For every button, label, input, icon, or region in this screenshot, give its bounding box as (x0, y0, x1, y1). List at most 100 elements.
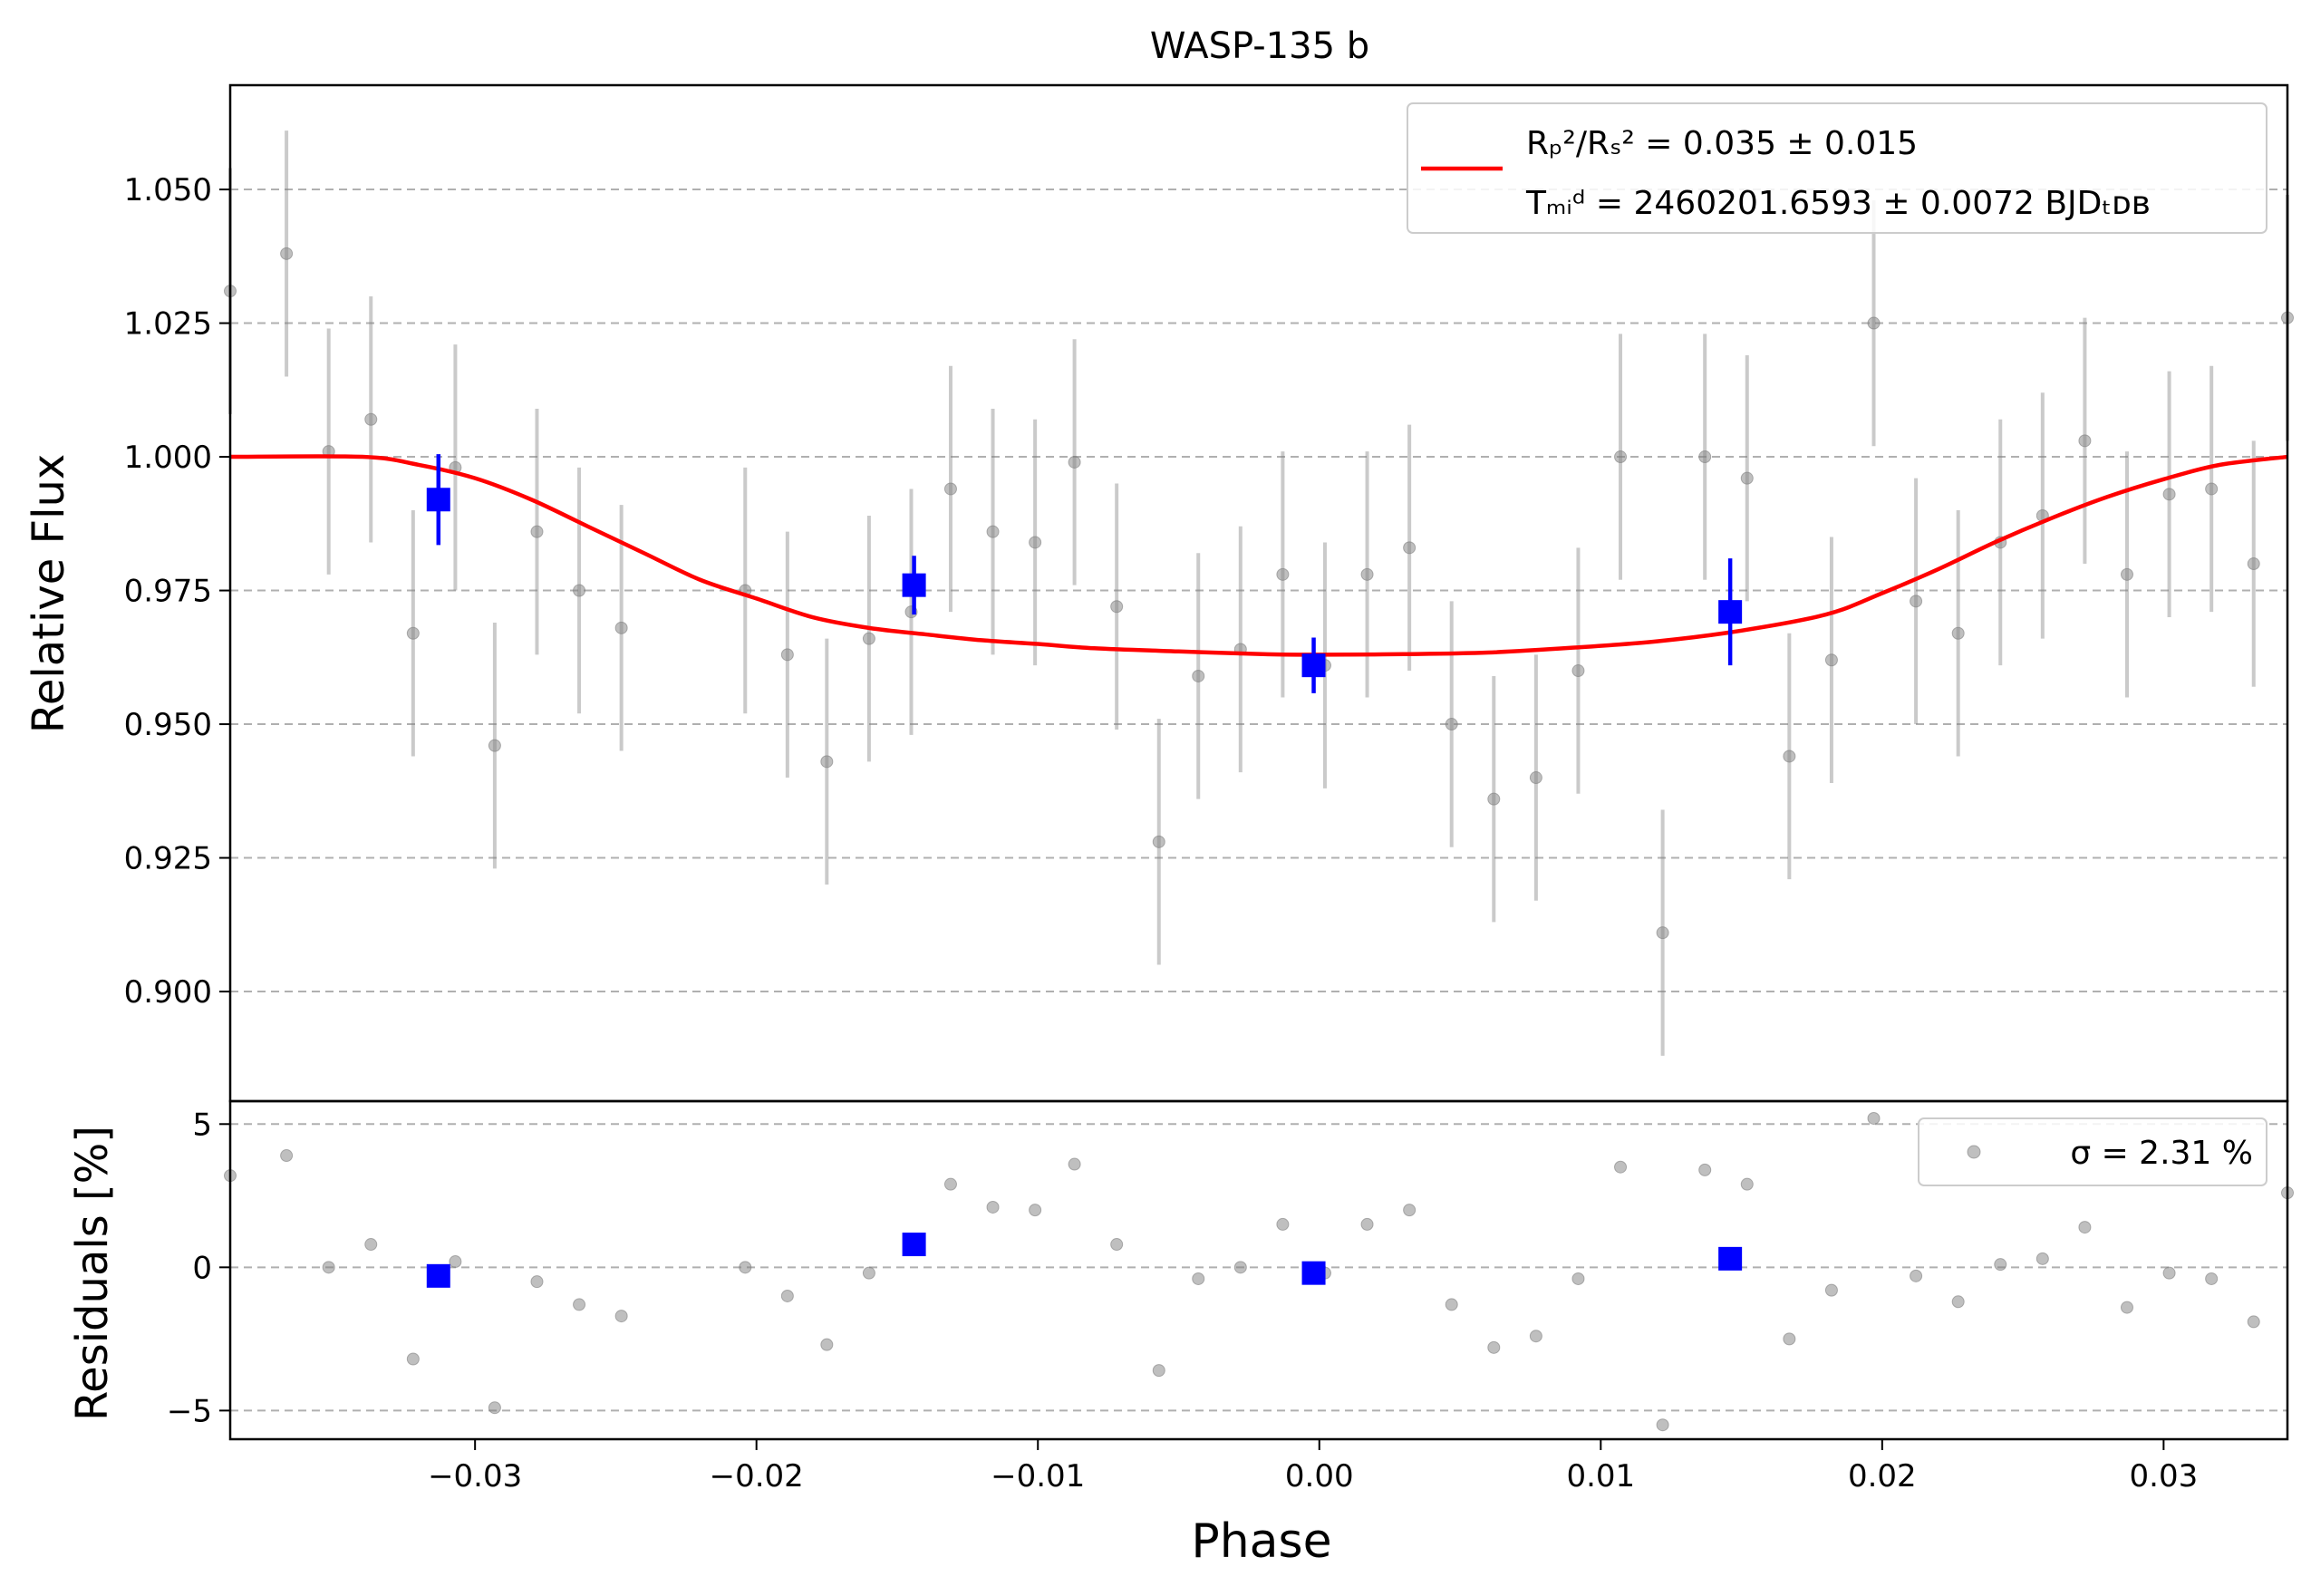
residual-point (1571, 1272, 1585, 1285)
raw-data-point (1571, 664, 1585, 678)
raw-data-point (1445, 718, 1458, 731)
residual-point (1233, 1261, 1247, 1274)
residual-point (1910, 1269, 1923, 1282)
x-tick-label: −0.02 (710, 1458, 804, 1494)
residual-point (780, 1289, 794, 1302)
binned-residual-point (426, 1263, 450, 1288)
residual-point (2162, 1266, 2176, 1280)
legend-depth-text: Rₚ²/Rₛ² = 0.035 ± 0.015 (1526, 125, 1918, 162)
main-y-tick-label: 1.025 (124, 306, 212, 343)
residual-point (1994, 1258, 2007, 1272)
residuals-raw-series (224, 1111, 2294, 1432)
residual-point (1529, 1330, 1542, 1343)
raw-data-point (820, 755, 834, 769)
main-legend: Rₚ²/Rₛ² = 0.035 ± 0.015 Tₘᵢᵈ = 2460201.6… (1407, 102, 2267, 234)
x-ticks: −0.03 −0.02 −0.01 0.00 0.01 0.02 0.03 (428, 1439, 2198, 1494)
residual-point (1698, 1163, 1712, 1176)
raw-data-point (2162, 488, 2176, 501)
main-y-ticks: 0.900 0.925 0.950 0.975 1.000 1.025 1.050 (124, 172, 230, 1011)
raw-data-point (1824, 653, 1838, 667)
residual-point (449, 1255, 462, 1269)
raw-data-point (780, 648, 794, 662)
raw-data-point (2205, 482, 2219, 496)
residual-point (322, 1261, 335, 1274)
residual-point (943, 1177, 957, 1191)
raw-data-point (488, 739, 501, 752)
residual-point (573, 1298, 586, 1311)
raw-data-series (224, 131, 2294, 1056)
legend-tmid-text: Tₘᵢᵈ = 2460201.6593 ± 0.0072 BJDₜᴅʙ (1525, 185, 2151, 222)
raw-data-point (1029, 536, 1042, 549)
raw-data-point (862, 632, 875, 645)
raw-data-point (1068, 455, 1081, 469)
residual-point (1276, 1217, 1290, 1231)
raw-data-point (2247, 557, 2260, 571)
raw-data-point (1698, 450, 1712, 464)
raw-data-point (530, 525, 544, 538)
main-y-tick-label: 0.950 (124, 707, 212, 743)
residuals-legend: σ = 2.31 % (1918, 1117, 2267, 1186)
main-gridlines (230, 189, 2287, 993)
raw-data-point (1360, 567, 1374, 581)
chart-title: WASP-135 b (1150, 25, 1369, 67)
main-plot-frame (228, 83, 2289, 1103)
residual-point (1740, 1177, 1754, 1191)
main-y-tick-label: 0.975 (124, 574, 212, 610)
main-y-tick-label: 1.050 (124, 172, 212, 208)
raw-data-point (943, 482, 957, 496)
residual-point (1152, 1364, 1165, 1378)
binned-data-point (1718, 600, 1743, 624)
binned-residual-point (1718, 1246, 1743, 1271)
raw-data-point (1867, 316, 1881, 330)
raw-data-point (1110, 600, 1124, 614)
residuals-binned-series (426, 1233, 1743, 1288)
residual-point (1192, 1272, 1205, 1285)
legend-sigma-text: σ = 2.31 % (2070, 1135, 2253, 1172)
residual-point (1783, 1332, 1796, 1346)
x-tick-label: 0.02 (1848, 1458, 1917, 1494)
residual-point (1951, 1295, 1965, 1309)
residual-point (1867, 1111, 1881, 1125)
main-y-tick-label: 1.000 (124, 440, 212, 476)
transit-model-line (229, 454, 2288, 657)
binned-residual-point (1301, 1261, 1326, 1285)
binned-data-series (426, 454, 1743, 693)
x-tick-label: −0.01 (991, 1458, 1085, 1494)
raw-data-point (1403, 541, 1417, 555)
x-tick-label: 0.01 (1566, 1458, 1635, 1494)
residual-point (986, 1200, 1000, 1214)
residual-point (2205, 1272, 2219, 1285)
residual-point (2120, 1301, 2133, 1314)
residual-point (364, 1238, 378, 1252)
binned-data-point (1301, 653, 1326, 678)
main-panel: 0.900 0.925 0.950 0.975 1.000 1.025 1.050 Rₚ²/… (124, 83, 2294, 1103)
residual-point (614, 1310, 628, 1323)
binned-residual-point (902, 1233, 926, 1257)
raw-data-point (614, 621, 628, 634)
residual-point (1824, 1283, 1838, 1297)
residual-point (2247, 1315, 2260, 1329)
residual-point (530, 1275, 544, 1289)
x-tick-label: 0.00 (1285, 1458, 1354, 1494)
raw-data-point (1487, 792, 1501, 806)
raw-data-point (2078, 434, 2092, 448)
main-legend-box (1407, 102, 2267, 234)
residual-point (2078, 1221, 2092, 1234)
residual-point (862, 1266, 875, 1280)
residual-point (2035, 1252, 2049, 1265)
x-axis-label: Phase (1191, 1514, 1331, 1569)
binned-data-point (426, 488, 450, 512)
raw-data-point (1276, 567, 1290, 581)
raw-data-point (986, 525, 1000, 538)
x-tick-label: 0.03 (2130, 1458, 2199, 1494)
raw-data-point (280, 247, 294, 260)
residuals-y-tick-label: −5 (167, 1393, 212, 1429)
residual-point (406, 1352, 420, 1366)
raw-data-point (573, 584, 586, 597)
residuals-y-tick-label: 0 (192, 1250, 212, 1286)
raw-data-point (1656, 926, 1669, 940)
legend-residual-marker (1967, 1145, 1981, 1159)
raw-data-point (2120, 567, 2133, 581)
residual-point (820, 1338, 834, 1351)
